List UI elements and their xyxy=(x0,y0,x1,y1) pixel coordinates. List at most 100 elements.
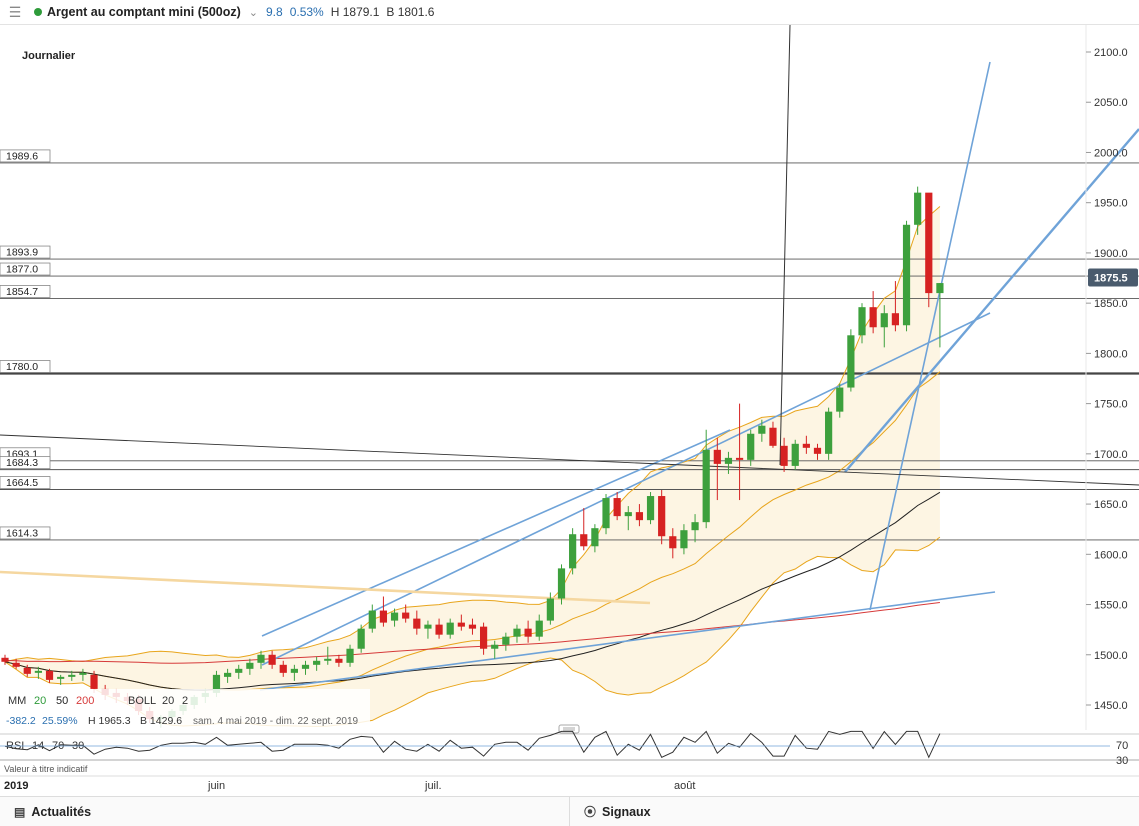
candle-body xyxy=(324,658,332,661)
level-label-box xyxy=(0,476,51,489)
candle-body xyxy=(313,660,321,665)
candle-body xyxy=(212,674,221,693)
candle-body xyxy=(224,672,232,677)
candle-body xyxy=(825,411,833,454)
signals-tab[interactable]: ⦿ Signaux xyxy=(569,797,1139,826)
price-change: 9.8 xyxy=(266,5,283,19)
trendline xyxy=(779,25,791,466)
level-label: 1854.7 xyxy=(6,286,38,298)
hamburger-menu-icon[interactable]: ☰ xyxy=(8,3,22,20)
level-label: 1664.5 xyxy=(6,477,38,489)
indicator-lines xyxy=(4,206,941,728)
month-label-aout: août xyxy=(674,780,695,792)
candle-body xyxy=(658,496,666,537)
ma-legend-value-20[interactable]: 20 xyxy=(34,695,46,707)
candle-body xyxy=(758,425,766,434)
horizontal-levels: 1989.61893.91877.01854.71780.01693.11684… xyxy=(0,149,1139,541)
ma-legend-label[interactable]: MM xyxy=(8,695,26,707)
y-tick-label: 2100.0 xyxy=(1094,47,1128,59)
candle-body xyxy=(635,512,644,521)
level-label-box xyxy=(0,360,51,373)
boll-legend-stddev[interactable]: 2 xyxy=(182,695,188,707)
market-status-icon xyxy=(34,8,42,16)
candle-body xyxy=(368,610,376,629)
ma-legend-value-50[interactable]: 50 xyxy=(56,695,68,707)
candle-body xyxy=(557,568,566,599)
candle-body xyxy=(424,624,432,629)
current-price-label: 1875.5 xyxy=(1094,273,1128,285)
period-label: Journalier xyxy=(22,50,76,62)
indicator-legend: MM 20 50 200 BOLL 20 2 -382.2 25.59% H 1… xyxy=(0,689,370,727)
range-dates: sam. 4 mai 2019 - dim. 22 sept. 2019 xyxy=(193,716,359,727)
candle-body xyxy=(624,512,632,517)
level-label-box xyxy=(0,285,51,298)
price-axis: 1450.0 1500.0 1550.0 1600.0 1650.0 1700.0 1750… xyxy=(1085,25,1138,730)
range-change-pct: 25.59% xyxy=(42,715,78,727)
candle-body xyxy=(301,664,310,669)
range-high: H 1965.3 xyxy=(88,715,131,727)
candle-body xyxy=(902,224,911,326)
candle-body xyxy=(235,668,243,673)
candle-body xyxy=(591,528,599,547)
level-label: 1877.0 xyxy=(6,264,38,276)
candle-body xyxy=(735,457,744,460)
boll-legend-label[interactable]: BOLL xyxy=(128,695,156,707)
instrument-name[interactable]: Argent au comptant mini (500oz) xyxy=(47,5,241,19)
candle-body xyxy=(802,443,810,448)
candle-body xyxy=(246,662,254,669)
rsi-pane: RSI 14 70 30 70 30 xyxy=(0,730,1139,767)
y-tick-label: 1600.0 xyxy=(1094,549,1128,561)
news-tab[interactable]: ▤ Actualités xyxy=(0,797,569,826)
candle-body xyxy=(858,307,866,336)
candle-body xyxy=(914,192,922,225)
range-bid: B 1429.6 xyxy=(140,715,182,727)
y-tick-label: 1700.0 xyxy=(1094,449,1128,461)
month-label-juillet: juil. xyxy=(424,780,442,792)
candles xyxy=(1,186,944,728)
boll-legend-period[interactable]: 20 xyxy=(162,695,174,707)
level-label-box xyxy=(0,456,51,470)
month-label-juin: juin xyxy=(207,780,225,792)
candle-body xyxy=(936,283,944,294)
candle-body xyxy=(569,534,577,569)
candle-body xyxy=(702,449,710,523)
bottom-tabs: ▤ Actualités ⦿ Signaux xyxy=(0,796,1139,826)
candle-body xyxy=(491,644,499,649)
candle-body xyxy=(257,654,265,663)
signal-icon: ⦿ xyxy=(584,805,597,819)
trendline xyxy=(869,61,991,611)
level-label-box xyxy=(0,245,51,259)
candle-body xyxy=(836,387,844,412)
level-label: 1614.3 xyxy=(6,527,38,539)
ma-legend-value-200[interactable]: 200 xyxy=(76,695,94,707)
y-tick-label: 1650.0 xyxy=(1094,499,1128,511)
signals-tab-label: Signaux xyxy=(602,804,651,819)
candle-body xyxy=(680,530,688,549)
y-tick-label: 2000.0 xyxy=(1094,147,1128,159)
moving-average-50 xyxy=(4,491,941,691)
chevron-down-icon[interactable]: ⌄ xyxy=(248,6,258,19)
range-change: -382.2 xyxy=(6,715,36,727)
candle-body xyxy=(524,628,532,637)
y-tick-label: 1850.0 xyxy=(1094,298,1128,310)
candle-body xyxy=(468,624,477,629)
candle-body xyxy=(691,522,699,531)
bollinger-band-area xyxy=(5,206,940,727)
price-chart[interactable]: 1989.61893.91877.01854.71780.01693.11684… xyxy=(0,25,1139,796)
candle-body xyxy=(379,610,388,623)
candle-body xyxy=(68,674,76,677)
top-bar: ☰ Argent au comptant mini (500oz) ⌄ 9.8 … xyxy=(0,0,1139,25)
candle-body xyxy=(747,433,755,460)
candle-body xyxy=(891,313,899,326)
y-tick-label: 1750.0 xyxy=(1094,399,1128,411)
level-label: 1684.3 xyxy=(6,457,38,469)
candle-body xyxy=(45,670,54,680)
candle-body xyxy=(925,192,933,294)
candle-body xyxy=(279,664,287,673)
candle-body xyxy=(713,449,721,464)
y-tick-label: 1800.0 xyxy=(1094,348,1128,360)
level-label: 1780.0 xyxy=(6,361,38,373)
rsi-level-30: 30 xyxy=(1116,755,1128,767)
y-tick-label: 1450.0 xyxy=(1094,700,1128,712)
candle-body xyxy=(646,496,655,521)
